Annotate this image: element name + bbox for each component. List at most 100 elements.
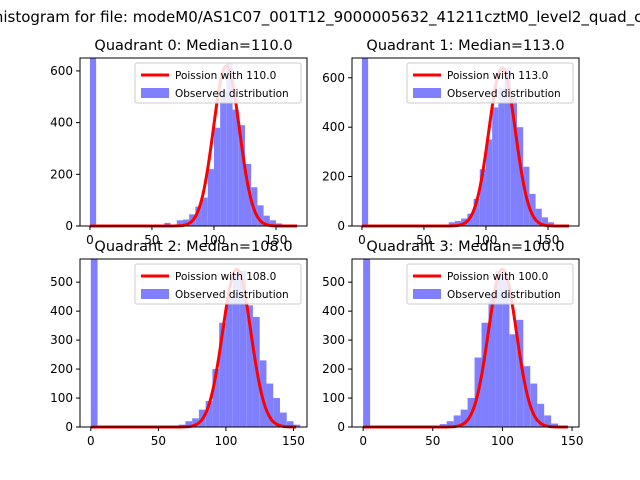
- x-tick-label: 50: [151, 434, 166, 448]
- quadrant-3-panel: 0 50 100 150 0 100 200 300 400 500 Poission with 1…: [322, 239, 583, 448]
- histogram-bar: [244, 163, 252, 226]
- quadrant-0-panel: 0 50 100 150 0 200 400 600 Poission with 110.0 Ob…: [50, 38, 308, 247]
- histogram-bar: [213, 127, 221, 226]
- legend-poisson-label: Poission with 113.0: [447, 70, 548, 82]
- histogram-bar: [257, 205, 264, 226]
- histogram-bar: [510, 97, 517, 226]
- y-tick-label: 0: [65, 420, 73, 434]
- y-tick-label: 0: [337, 420, 345, 434]
- histogram-bar: [195, 206, 202, 226]
- x-tick-label: 100: [491, 434, 514, 448]
- histogram-bar: [176, 220, 183, 226]
- histogram-bar: [273, 398, 280, 427]
- quadrant-1-panel: 0 50 100 150 0 200 400 600 Poission with 113.0 Ob…: [322, 38, 580, 247]
- y-tick-label: 200: [50, 167, 73, 181]
- histogram-bar: [232, 109, 239, 226]
- legend-histogram-swatch: [413, 88, 441, 98]
- histogram-bar: [220, 91, 227, 226]
- histogram-bar: [363, 259, 371, 427]
- histogram-bar: [488, 293, 496, 427]
- histogram-bar: [246, 305, 253, 427]
- y-tick-label: 300: [50, 333, 73, 347]
- histogram-bar: [286, 421, 294, 427]
- x-tick-label: 150: [265, 233, 288, 247]
- histogram-bar: [225, 296, 233, 427]
- histogram-bar: [502, 276, 510, 427]
- histogram-bar: [529, 193, 536, 226]
- y-tick-label: 200: [322, 170, 345, 184]
- histogram-bar: [460, 409, 468, 427]
- y-tick-label: 300: [322, 333, 345, 347]
- quadrant-0-title: Quadrant 0: Median=110.0: [94, 38, 292, 54]
- legend-box: [134, 62, 302, 104]
- legend-box: [406, 263, 574, 305]
- y-tick-label: 600: [322, 71, 345, 85]
- histogram-bar: [182, 219, 190, 226]
- legend-histogram-swatch: [413, 289, 441, 299]
- y-tick-label: 400: [50, 304, 73, 318]
- histogram-bar: [454, 221, 462, 226]
- axes-frame: [79, 258, 308, 428]
- x-tick-label: 100: [203, 233, 226, 247]
- quadrant-2-title: Quadrant 2: Median=108.0: [94, 239, 292, 255]
- legend-histogram-label: Observed distribution: [175, 289, 289, 301]
- histogram-bar: [448, 222, 455, 226]
- quadrant-3-title: Quadrant 3: Median=100.0: [366, 239, 564, 255]
- y-tick-label: 200: [50, 362, 73, 376]
- x-tick-label: 50: [425, 434, 440, 448]
- x-tick-label: 50: [416, 233, 431, 247]
- histogram-bar: [485, 139, 493, 226]
- histogram-bar: [361, 58, 369, 226]
- y-tick-label: 400: [322, 120, 345, 134]
- legend-histogram-swatch: [141, 88, 169, 98]
- y-tick-label: 600: [50, 64, 73, 78]
- histogram-bar: [516, 127, 524, 226]
- figure-suptitle: Counts histogram for file: modeM0/AS1C07…: [0, 8, 640, 27]
- histogram-bar: [453, 415, 461, 427]
- histogram-bar: [495, 270, 503, 427]
- histogram-bar: [446, 421, 454, 427]
- legend-box: [406, 62, 574, 104]
- legend-histogram-label: Observed distribution: [175, 88, 289, 100]
- x-tick-label: 0: [86, 233, 94, 247]
- histogram-bar: [537, 403, 545, 427]
- y-tick-label: 100: [322, 391, 345, 405]
- axes-frame: [351, 57, 580, 227]
- y-tick-label: 200: [322, 362, 345, 376]
- axes-frame: [351, 258, 580, 428]
- histogram-bar: [185, 421, 193, 427]
- y-tick-label: 500: [322, 275, 345, 289]
- histogram-bar: [212, 369, 220, 427]
- histogram-bar: [90, 259, 98, 427]
- y-tick-label: 100: [50, 391, 73, 405]
- x-tick-label: 0: [87, 434, 95, 448]
- histogram-bar: [226, 63, 233, 226]
- x-tick-label: 150: [282, 434, 305, 448]
- legend-histogram-label: Observed distribution: [447, 88, 561, 100]
- histogram-bar: [498, 87, 505, 226]
- histogram-bar: [467, 213, 474, 226]
- histogram-bar: [164, 222, 171, 226]
- histogram-bar: [219, 322, 226, 427]
- histogram-bar: [530, 383, 538, 427]
- histogram-bar: [504, 67, 511, 226]
- histogram-bar: [238, 125, 245, 226]
- histogram-bar: [89, 58, 97, 226]
- y-tick-label: 400: [322, 304, 345, 318]
- y-tick-label: 400: [50, 116, 73, 130]
- legend-poisson-label: Poission with 100.0: [447, 271, 548, 283]
- legend-box: [134, 263, 302, 305]
- x-tick-label: 100: [214, 434, 237, 448]
- y-tick-label: 0: [65, 219, 73, 233]
- histogram-bar: [259, 360, 267, 427]
- histogram-bar: [481, 322, 489, 427]
- x-tick-label: 100: [475, 233, 498, 247]
- histogram-bar: [239, 270, 247, 427]
- y-tick-label: 0: [337, 219, 345, 233]
- histogram-bar: [547, 222, 555, 226]
- histogram-bar: [232, 273, 240, 427]
- histogram-bar: [205, 400, 213, 427]
- histogram-bar: [541, 217, 548, 226]
- histogram-bar: [263, 215, 270, 226]
